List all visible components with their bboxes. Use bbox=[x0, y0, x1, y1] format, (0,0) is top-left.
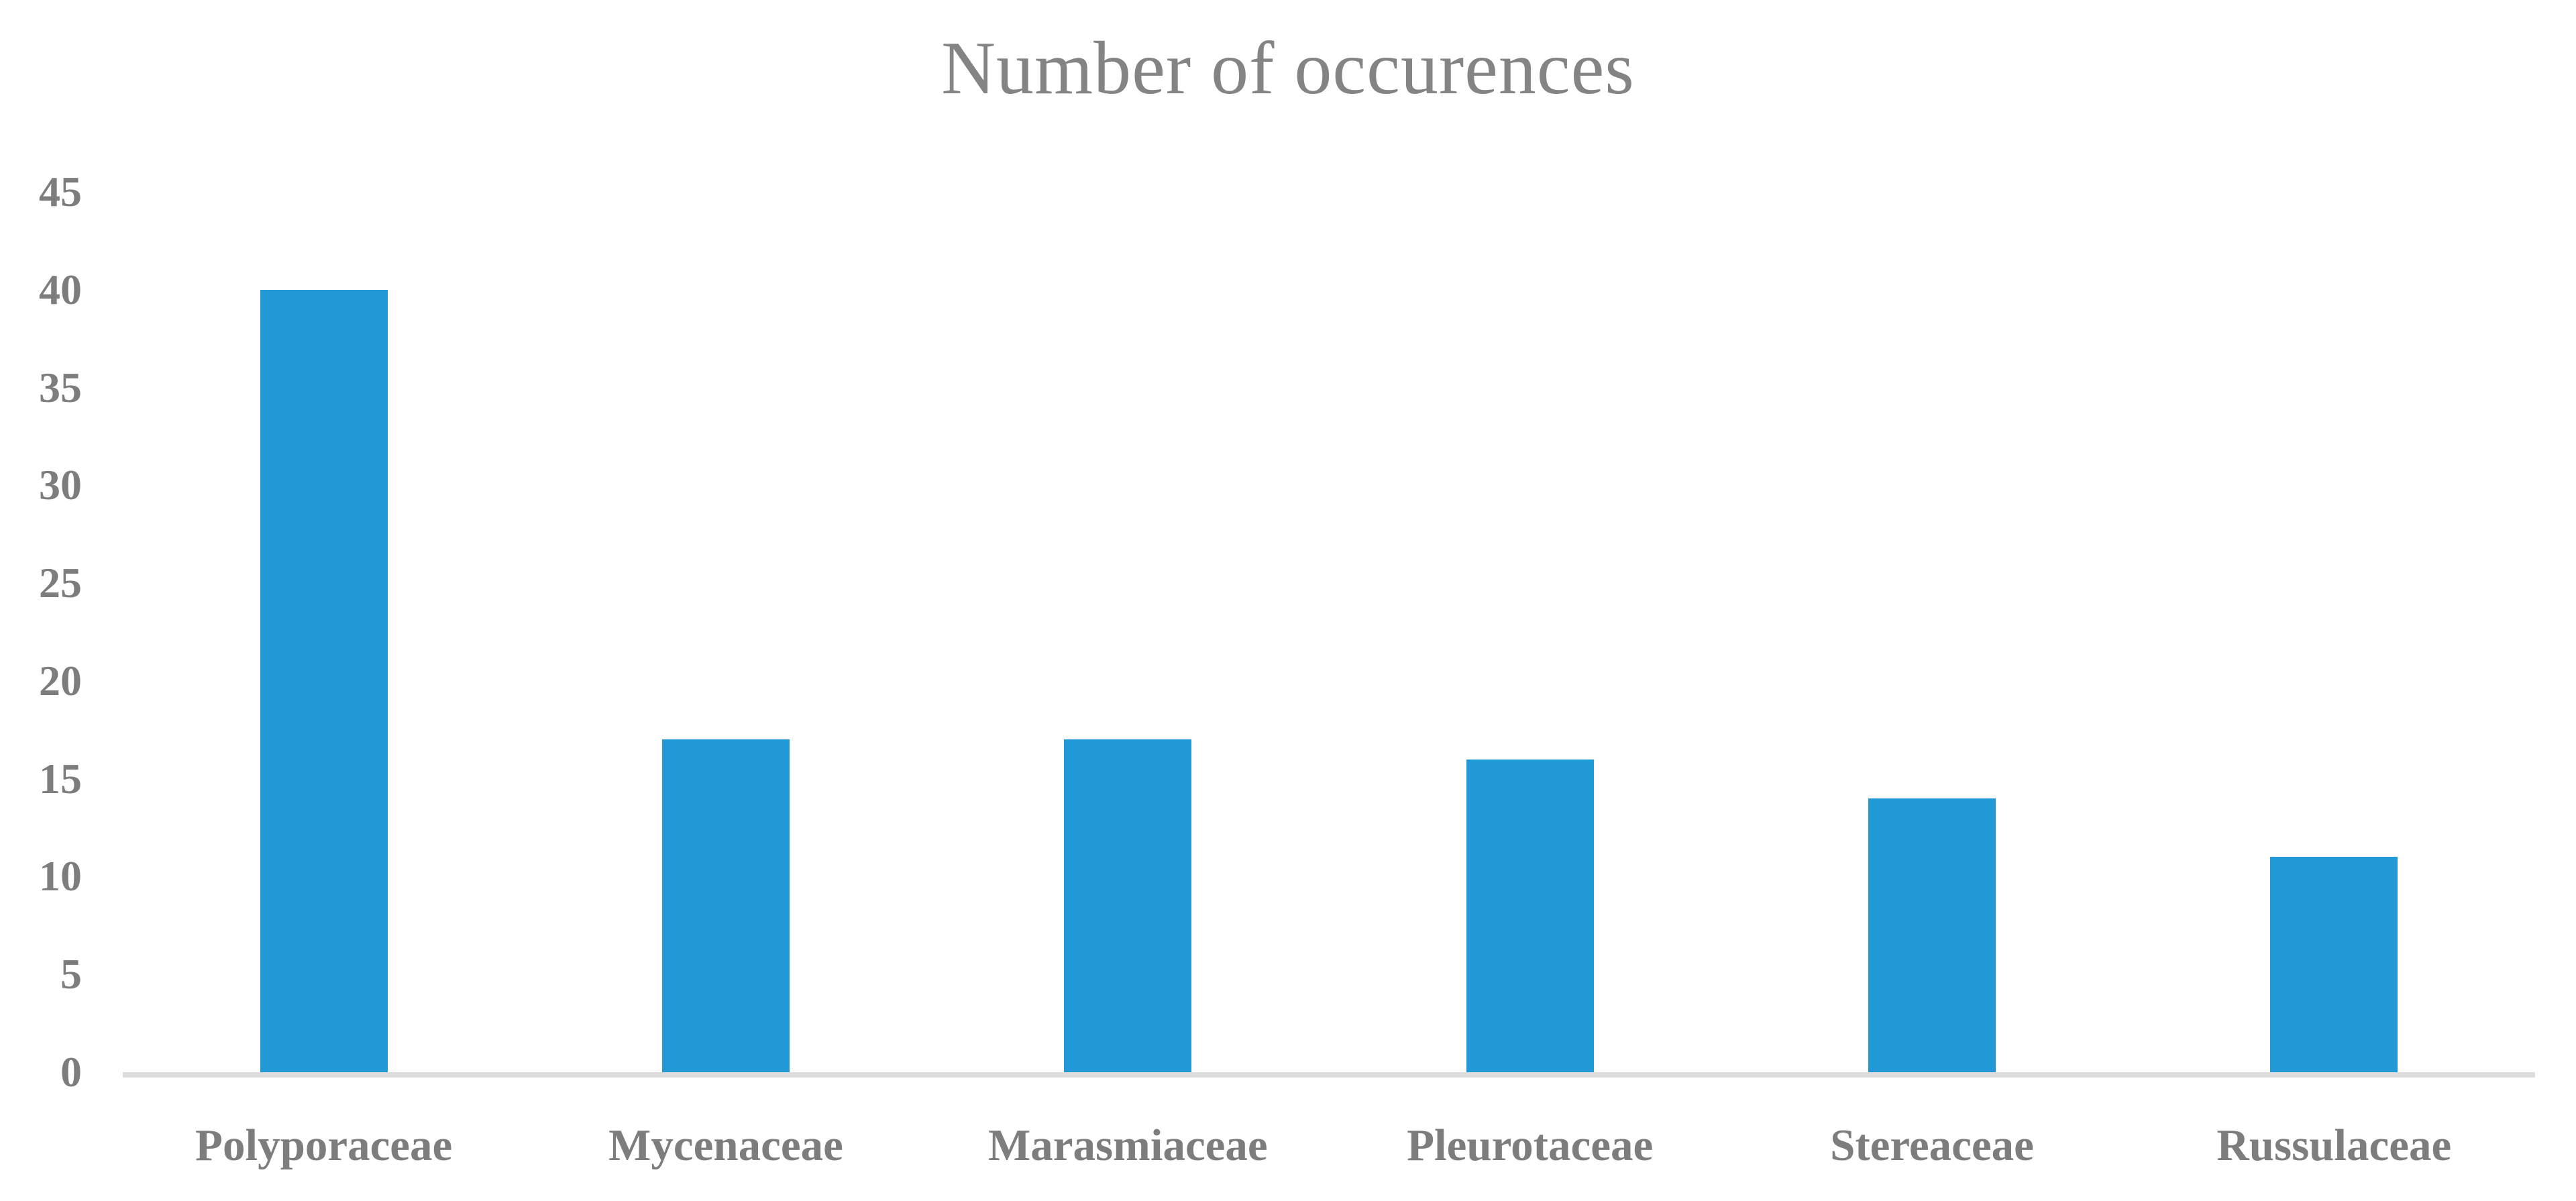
category-label-polyporaceae: Polyporaceae bbox=[195, 1120, 453, 1170]
y-tick-label-30: 30 bbox=[39, 461, 82, 509]
y-tick-label-45: 45 bbox=[39, 168, 82, 215]
y-tick-label-15: 15 bbox=[39, 754, 82, 802]
bar-pleurotaceae bbox=[1466, 759, 1594, 1072]
x-axis-line bbox=[123, 1072, 2535, 1078]
y-tick-label-10: 10 bbox=[39, 852, 82, 900]
bar-stereaceae bbox=[1868, 798, 1996, 1072]
y-tick-label-25: 25 bbox=[39, 559, 82, 607]
y-tick-label-40: 40 bbox=[39, 265, 82, 313]
category-label-mycenaceae: Mycenaceae bbox=[608, 1120, 843, 1170]
category-label-stereaceae: Stereaceae bbox=[1830, 1120, 2034, 1170]
bar-polyporaceae bbox=[260, 289, 388, 1072]
y-tick-label-5: 5 bbox=[60, 950, 82, 998]
chart-title: Number of occurences bbox=[941, 27, 1635, 110]
y-tick-label-35: 35 bbox=[39, 363, 82, 411]
category-label-russulaceae: Russulaceae bbox=[2216, 1120, 2452, 1170]
y-tick-label-0: 0 bbox=[60, 1048, 82, 1096]
bar-marasmiaceae bbox=[1064, 739, 1192, 1072]
plot-area bbox=[123, 192, 2535, 1074]
category-label-marasmiaceae: Marasmiaceae bbox=[987, 1120, 1268, 1170]
bar-mycenaceae bbox=[662, 739, 790, 1072]
bar-russulaceae bbox=[2270, 857, 2398, 1072]
y-tick-label-20: 20 bbox=[39, 656, 82, 704]
category-label-pleurotaceae: Pleurotaceae bbox=[1407, 1120, 1654, 1170]
